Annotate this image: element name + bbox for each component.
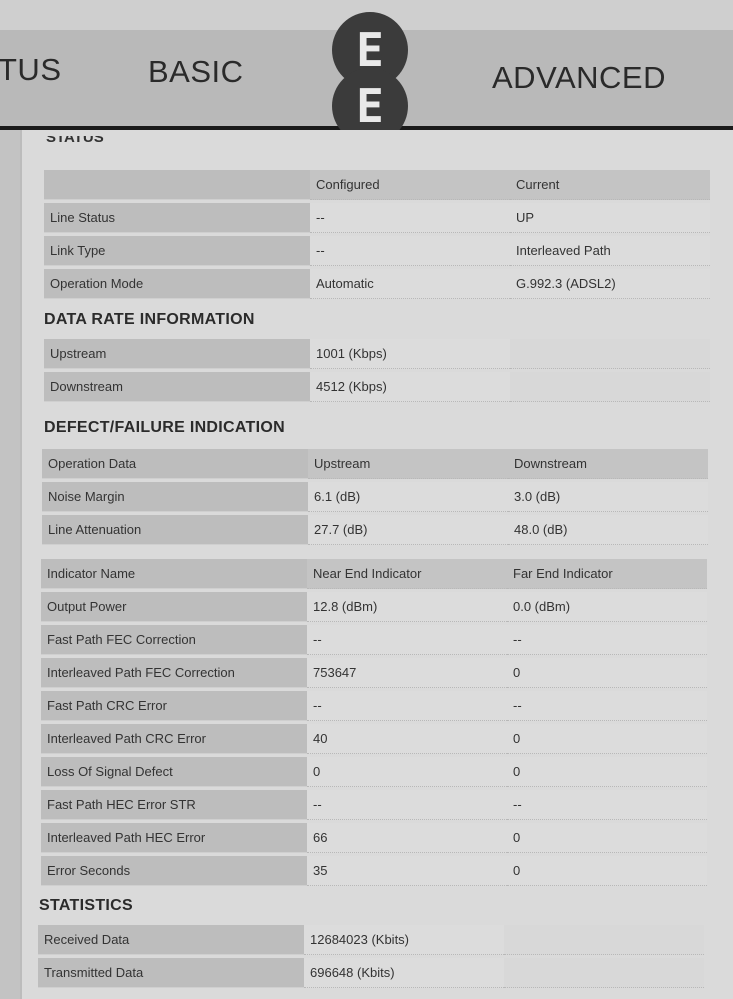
- row-label: Operation Mode: [44, 269, 310, 299]
- table-row: Interleaved Path CRC Error 40 0: [41, 724, 707, 754]
- row-label: Interleaved Path FEC Correction: [41, 658, 307, 688]
- table-row: Error Seconds 35 0: [41, 856, 707, 886]
- header-cell: Downstream: [508, 449, 708, 479]
- row-value: 0: [307, 757, 507, 787]
- row-value: --: [310, 203, 510, 233]
- table-row: Upstream 1001 (Kbps): [44, 339, 710, 369]
- operation-data-table: Operation Data Upstream Downstream Noise M…: [42, 446, 708, 548]
- row-label: Interleaved Path HEC Error: [41, 823, 307, 853]
- row-label: Line Attenuation: [42, 515, 308, 545]
- row-value: 0.0 (dBm): [507, 592, 707, 622]
- row-value: 3.0 (dB): [508, 482, 708, 512]
- row-value: 66: [307, 823, 507, 853]
- header-cell: Upstream: [308, 449, 508, 479]
- ee-logo[interactable]: E E: [332, 12, 410, 144]
- header-cell: Operation Data: [42, 449, 308, 479]
- row-label: Link Type: [44, 236, 310, 266]
- table-row: Received Data 12684023 (Kbits): [38, 925, 704, 955]
- header-cell: Far End Indicator: [507, 559, 707, 589]
- row-value: --: [310, 236, 510, 266]
- header-cell: [44, 170, 310, 200]
- table-header-row: Operation Data Upstream Downstream: [42, 449, 708, 479]
- empty-cell: [504, 925, 704, 955]
- header-cell: Near End Indicator: [307, 559, 507, 589]
- table-row: Noise Margin 6.1 (dB) 3.0 (dB): [42, 482, 708, 512]
- row-value: 27.7 (dB): [308, 515, 508, 545]
- table-header-row: Configured Current: [44, 170, 710, 200]
- row-label: Output Power: [41, 592, 307, 622]
- row-value: 1001 (Kbps): [310, 339, 510, 369]
- row-label: Fast Path CRC Error: [41, 691, 307, 721]
- table-row: Output Power 12.8 (dBm) 0.0 (dBm): [41, 592, 707, 622]
- row-value: --: [307, 625, 507, 655]
- table-row: Line Status -- UP: [44, 203, 710, 233]
- nav-advanced[interactable]: ADVANCED: [492, 60, 666, 95]
- table-row: Interleaved Path FEC Correction 753647 0: [41, 658, 707, 688]
- table-row: Interleaved Path HEC Error 66 0: [41, 823, 707, 853]
- row-value: G.992.3 (ADSL2): [510, 269, 710, 299]
- header-cell: Configured: [310, 170, 510, 200]
- row-value: 6.1 (dB): [308, 482, 508, 512]
- row-value: 696648 (Kbits): [304, 958, 504, 988]
- row-value: 12684023 (Kbits): [304, 925, 504, 955]
- row-label: Error Seconds: [41, 856, 307, 886]
- table-row: Transmitted Data 696648 (Kbits): [38, 958, 704, 988]
- row-value: --: [307, 691, 507, 721]
- table-row: Downstream 4512 (Kbps): [44, 372, 710, 402]
- row-value: 12.8 (dBm): [307, 592, 507, 622]
- row-label: Upstream: [44, 339, 310, 369]
- row-value: 40: [307, 724, 507, 754]
- table-row: Line Attenuation 27.7 (dB) 48.0 (dB): [42, 515, 708, 545]
- row-value: 4512 (Kbps): [310, 372, 510, 402]
- row-label: Received Data: [38, 925, 304, 955]
- data-rate-table: Upstream 1001 (Kbps) Downstream 4512 (Kbps…: [44, 336, 710, 405]
- row-value: 0: [507, 823, 707, 853]
- left-sidebar-edge: [0, 130, 23, 999]
- section-title-statistics: STATISTICS: [39, 897, 133, 914]
- row-value: Automatic: [310, 269, 510, 299]
- row-value: 0: [507, 658, 707, 688]
- row-value: 48.0 (dB): [508, 515, 708, 545]
- section-title-data-rate: DATA RATE INFORMATION: [44, 311, 255, 328]
- empty-cell: [504, 958, 704, 988]
- row-label: Noise Margin: [42, 482, 308, 512]
- row-label: Interleaved Path CRC Error: [41, 724, 307, 754]
- row-label: Fast Path FEC Correction: [41, 625, 307, 655]
- row-value: --: [507, 790, 707, 820]
- table-row: Operation Mode Automatic G.992.3 (ADSL2): [44, 269, 710, 299]
- row-label: Fast Path HEC Error STR: [41, 790, 307, 820]
- indicator-table: Indicator Name Near End Indicator Far End …: [41, 556, 707, 889]
- row-value: 0: [507, 724, 707, 754]
- empty-cell: [510, 372, 710, 402]
- row-value: --: [507, 691, 707, 721]
- section-title-defect: DEFECT/FAILURE INDICATION: [44, 419, 285, 436]
- nav-status[interactable]: TUS: [0, 52, 62, 87]
- status-table: Configured Current Line Status -- UP Link T…: [44, 167, 710, 302]
- row-label: Loss Of Signal Defect: [41, 757, 307, 787]
- section-title-status: STATUS: [46, 136, 104, 145]
- table-row: Link Type -- Interleaved Path: [44, 236, 710, 266]
- table-row: Fast Path CRC Error -- --: [41, 691, 707, 721]
- table-row: Fast Path FEC Correction -- --: [41, 625, 707, 655]
- table-header-row: Indicator Name Near End Indicator Far End …: [41, 559, 707, 589]
- row-label: Transmitted Data: [38, 958, 304, 988]
- header-cell: Current: [510, 170, 710, 200]
- table-row: Fast Path HEC Error STR -- --: [41, 790, 707, 820]
- row-value: 753647: [307, 658, 507, 688]
- statistics-table: Received Data 12684023 (Kbits) Transmitte…: [38, 922, 704, 991]
- row-value: --: [507, 625, 707, 655]
- row-value: 0: [507, 856, 707, 886]
- nav-basic[interactable]: BASIC: [148, 54, 244, 89]
- row-label: Line Status: [44, 203, 310, 233]
- header-cell: Indicator Name: [41, 559, 307, 589]
- row-value: 0: [507, 757, 707, 787]
- empty-cell: [510, 339, 710, 369]
- row-label: Downstream: [44, 372, 310, 402]
- row-value: Interleaved Path: [510, 236, 710, 266]
- table-row: Loss Of Signal Defect 0 0: [41, 757, 707, 787]
- row-value: 35: [307, 856, 507, 886]
- row-value: UP: [510, 203, 710, 233]
- row-value: --: [307, 790, 507, 820]
